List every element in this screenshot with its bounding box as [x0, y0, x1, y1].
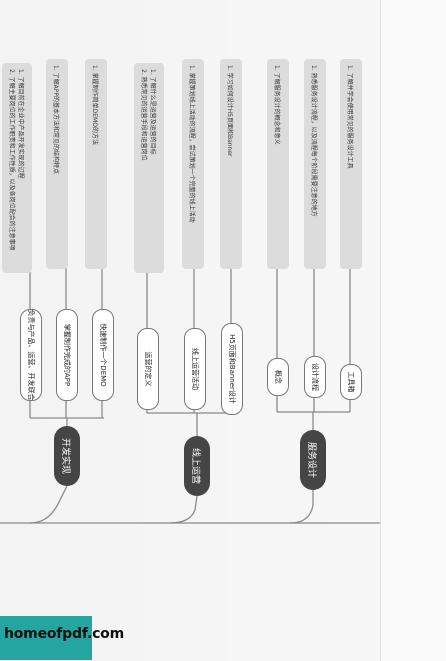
note-line: 2. 熟悉常见的运营手段和运营岗位: [140, 69, 147, 161]
spine-branch-line: [29, 485, 68, 524]
note-box: 1. 了解什么是运营及运营的目标 2. 熟悉常见的运营手段和运营岗位: [134, 63, 164, 273]
note-box: 1. 了解APP的基本方法和常见的结构特点: [46, 59, 68, 269]
note-line: 1. 了解目前在企业中产品开发实现的过程: [17, 69, 24, 179]
item-label: 设计流程: [311, 363, 319, 391]
category-label: 服务设计: [306, 441, 317, 478]
note-line: 1. 学习如何设计H5页面和Banner: [226, 65, 234, 157]
item-node: H5页面和Banner设计: [221, 323, 243, 415]
note-line: 2. 了解主要岗位的工作职责和工作性质，以及各岗位配合的注意事项: [8, 69, 15, 251]
note-line: 1. 了解服务设计的概念和意义: [273, 65, 281, 145]
item-node: 运营的定义: [137, 328, 159, 410]
note-box: 1. 了解服务设计的概念和意义: [267, 59, 289, 269]
item-label: 运营的定义: [144, 351, 152, 387]
note-box: 1. 掌握制作简单DEMO的方法: [85, 59, 107, 269]
note-box: 1. 了解并学会使用常见的服务设计工具: [340, 59, 362, 269]
note-box: 1. 学习如何设计H5页面和Banner: [220, 59, 242, 269]
note-line: 1. 熟悉服务设计流程，以及流程每个阶段需要注意的地方: [310, 65, 318, 217]
item-label: 概念: [274, 370, 282, 384]
item-node: 掌握制作完成的APP: [56, 309, 78, 401]
item-label: 快速制作一个DEMO: [99, 323, 107, 387]
item-node: 线上运营活动: [184, 328, 206, 410]
watermark-text: homeofpdf.com: [4, 626, 124, 642]
watermark-banner: homeofpdf.com: [0, 616, 124, 660]
item-node: 工具箱: [340, 364, 362, 400]
item-label: 负责与产品、运营、开发联合: [27, 309, 35, 401]
item-node: 快速制作一个DEMO: [92, 309, 114, 401]
category-node-dev: 开发实现: [54, 426, 80, 486]
item-node: 负责与产品、运营、开发联合: [20, 309, 42, 401]
note-box: 1. 熟悉服务设计流程，以及流程每个阶段需要注意的地方: [304, 59, 326, 269]
category-node-service: 服务设计: [300, 430, 326, 490]
note-box: 1. 了解目前在企业中产品开发实现的过程 2. 了解主要岗位的工作职责和工作性质…: [2, 63, 32, 273]
spine-branch-line: [169, 495, 198, 524]
page-margin-band: [380, 0, 446, 661]
category-label: 开发实现: [60, 437, 71, 474]
note-box: 1. 掌握策划线上活动的流程，尝试策划一个完整的线上活动: [182, 59, 204, 269]
note-line: 1. 掌握制作简单DEMO的方法: [91, 65, 99, 145]
category-node-ops: 线上运营: [184, 436, 210, 496]
note-line: 1. 掌握策划线上活动的流程，尝试策划一个完整的线上活动: [188, 65, 196, 223]
item-label: 工具箱: [347, 371, 355, 393]
category-label: 线上运营: [190, 447, 201, 484]
item-label: H5页面和Banner设计: [228, 334, 236, 404]
item-node: 设计流程: [304, 356, 326, 398]
note-line: 1. 了解APP的基本方法和常见的结构特点: [52, 65, 60, 174]
item-label: 掌握制作完成的APP: [63, 323, 71, 387]
note-line: 1. 了解什么是运营及运营的目标: [149, 69, 156, 155]
note-line: 1. 了解并学会使用常见的服务设计工具: [346, 65, 354, 169]
item-label: 线上运营活动: [191, 348, 199, 390]
item-node: 概念: [267, 358, 289, 396]
spine-branch-line: [289, 490, 314, 524]
